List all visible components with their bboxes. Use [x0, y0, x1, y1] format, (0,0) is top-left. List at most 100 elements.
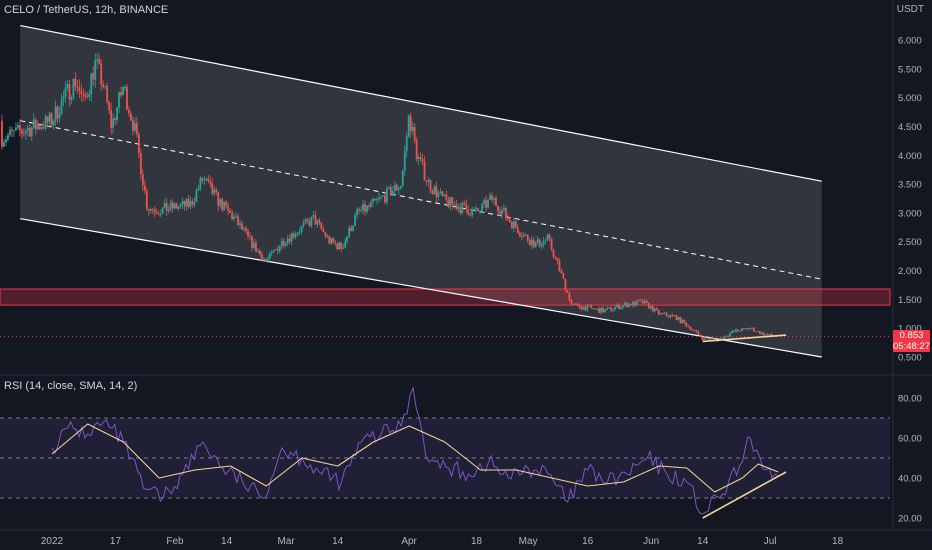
candle-body — [322, 228, 325, 233]
candle-body — [463, 202, 466, 205]
candle-body — [439, 191, 442, 193]
candle-body — [409, 115, 412, 132]
candle-body — [681, 320, 684, 323]
candle-body — [393, 184, 396, 192]
candle-body — [66, 84, 69, 88]
candle-body — [362, 204, 364, 211]
candle-body — [405, 136, 408, 152]
candle-body — [709, 338, 712, 340]
last-price-value: 0.853 — [899, 330, 924, 341]
candle-body — [661, 312, 664, 314]
price-tick-label: 5.000 — [898, 93, 922, 104]
candle-body — [199, 178, 202, 189]
candle-body — [489, 195, 491, 200]
candle-body — [316, 220, 319, 225]
candle-body — [580, 307, 583, 310]
candle-body — [745, 328, 747, 329]
candle-body — [459, 207, 462, 214]
candle-body — [435, 186, 438, 197]
candle-body — [616, 304, 618, 308]
candle-body — [344, 240, 347, 248]
candle-body — [574, 303, 577, 305]
candle-body — [586, 305, 589, 311]
candle-body — [600, 307, 603, 313]
candle-body — [743, 328, 745, 329]
candle-body — [3, 142, 5, 147]
candle-body — [768, 334, 771, 336]
candle-body — [633, 301, 636, 306]
candle-body — [274, 249, 277, 251]
candle-body — [213, 189, 216, 194]
candle-body — [44, 116, 47, 129]
candle-body — [350, 227, 353, 231]
candle-body — [177, 206, 180, 209]
channel-middle-line — [20, 120, 822, 280]
rsi-tick-label: 20.00 — [898, 514, 922, 525]
candle-body — [257, 250, 259, 252]
candle-body — [387, 187, 390, 189]
time-tick-label: 16 — [582, 536, 594, 547]
candle-body — [705, 337, 708, 339]
candle-body — [427, 180, 430, 182]
candle-body — [723, 336, 726, 340]
candle-body — [314, 215, 317, 225]
candle-body — [550, 238, 553, 250]
candle-body — [330, 238, 333, 244]
candle-body — [346, 236, 349, 241]
price-tick-label: 6.000 — [898, 36, 922, 47]
candle-body — [5, 139, 7, 143]
candle-body — [82, 93, 85, 95]
candle-body — [552, 249, 555, 257]
time-axis[interactable]: 2022 17 Feb 14 Mar 14 Apr 18 May 16 Jun 14 Jul 18 — [41, 536, 844, 547]
candle-body — [628, 304, 630, 308]
candle-body — [145, 190, 148, 210]
candle-body — [608, 307, 610, 309]
time-tick-label: May — [519, 536, 538, 547]
candle-body — [237, 216, 239, 225]
time-tick-label: 2022 — [41, 536, 64, 547]
candle-body — [134, 123, 136, 131]
candle-body — [106, 86, 109, 102]
candle-body — [397, 188, 400, 190]
candle-body — [260, 253, 263, 261]
candle-body — [729, 333, 731, 337]
candle-body — [310, 216, 313, 226]
candle-body — [602, 307, 605, 313]
candle-body — [417, 157, 420, 160]
rsi-band — [0, 418, 890, 498]
candle-body — [572, 303, 575, 305]
candle-body — [132, 120, 134, 131]
last-price-tag: 0.853 05:48:27 — [893, 330, 930, 352]
candle-body — [243, 228, 245, 230]
time-tick-label: 14 — [332, 536, 344, 547]
candle-body — [86, 96, 89, 98]
currency-label: USDT — [896, 4, 924, 15]
candle-body — [286, 238, 289, 244]
candle-body — [74, 78, 77, 87]
candle-body — [483, 200, 485, 204]
time-tick-label: Jun — [643, 536, 659, 547]
candle-body — [578, 304, 581, 308]
candle-body — [104, 86, 107, 88]
candle-body — [364, 204, 366, 212]
candle-body — [290, 233, 293, 242]
candle-body — [461, 202, 464, 214]
candle-body — [52, 120, 55, 126]
candle-body — [64, 87, 67, 97]
candle-body — [300, 225, 303, 232]
candle-body — [189, 201, 192, 207]
candle-body — [298, 231, 301, 233]
price-axis[interactable]: 6.000 5.500 5.000 4.500 4.000 3.500 3.000 2.500… — [898, 36, 922, 364]
candle-body — [659, 312, 662, 315]
candle-body — [570, 300, 573, 304]
price-support-trendline — [702, 334, 787, 343]
candle-body — [536, 239, 539, 243]
candle-body — [334, 242, 337, 244]
rsi-sma-line — [51, 423, 779, 493]
rsi-legend: RSI (14, close, SMA, 14, 2) — [4, 380, 138, 392]
candle-body — [737, 329, 739, 331]
candle-body — [395, 184, 398, 190]
rsi-axis[interactable]: 80.00 60.00 40.00 20.00 — [898, 394, 922, 525]
candle-body — [94, 60, 97, 80]
